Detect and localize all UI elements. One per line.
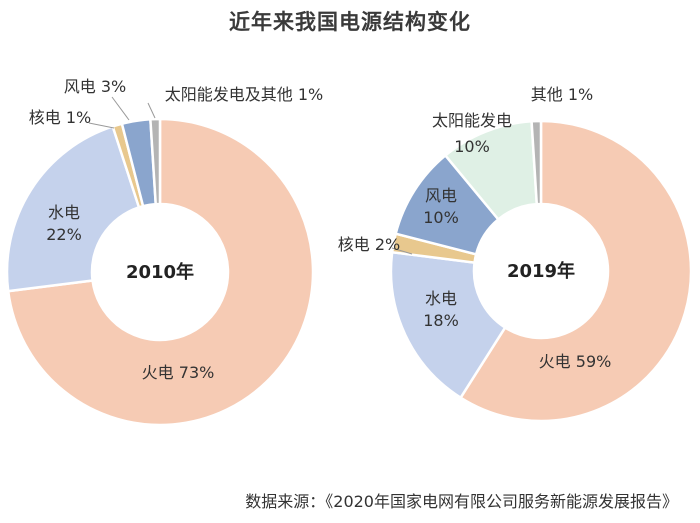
donut-slice-2019-1 bbox=[389, 250, 507, 400]
donut-chart-2010: 火电 73% 水电 22% 核电 1% 风电 3% 太阳能发电及其他 1% 2010年 bbox=[5, 77, 323, 427]
data-source-note: 数据来源：《2020年国家电网有限公司服务新能源发展报告》 bbox=[245, 492, 678, 511]
donut-slice-2010-4 bbox=[149, 117, 162, 206]
slice-label: 核电 1% bbox=[29, 108, 91, 127]
donut-slice-2010-0 bbox=[6, 117, 315, 427]
slice-label: 风电 10% bbox=[423, 186, 459, 227]
leader-line bbox=[147, 102, 156, 119]
slice-label: 太阳能发电 10% bbox=[432, 111, 512, 156]
leader-line bbox=[111, 96, 130, 121]
slice-label: 火电 73% bbox=[142, 363, 215, 382]
leader-line bbox=[391, 247, 413, 255]
slice-label: 水电 18% bbox=[423, 289, 459, 330]
donut-center-label: 2010年 bbox=[126, 261, 194, 283]
donut-slice-2019-5 bbox=[530, 119, 543, 206]
leader-line bbox=[88, 122, 115, 129]
donut-slice-2019-0 bbox=[458, 119, 693, 423]
donut-slice-2010-1 bbox=[5, 124, 141, 293]
slice-label: 太阳能发电及其他 1% bbox=[165, 85, 323, 104]
chart-title: 近年来我国电源结构变化 bbox=[229, 10, 471, 34]
donut-chart-2019: 火电 59% 水电 18% 核电 2% 风电 10% 太阳能发电 10% 其他 1% 2019年 bbox=[338, 85, 693, 423]
slice-label: 风电 3% bbox=[64, 77, 126, 96]
slice-label: 其他 1% bbox=[531, 85, 593, 104]
slice-label: 核电 2% bbox=[338, 235, 400, 254]
slice-label: 水电 22% bbox=[46, 203, 82, 244]
slice-label: 火电 59% bbox=[539, 352, 612, 371]
donut-center-label: 2019年 bbox=[507, 260, 575, 282]
